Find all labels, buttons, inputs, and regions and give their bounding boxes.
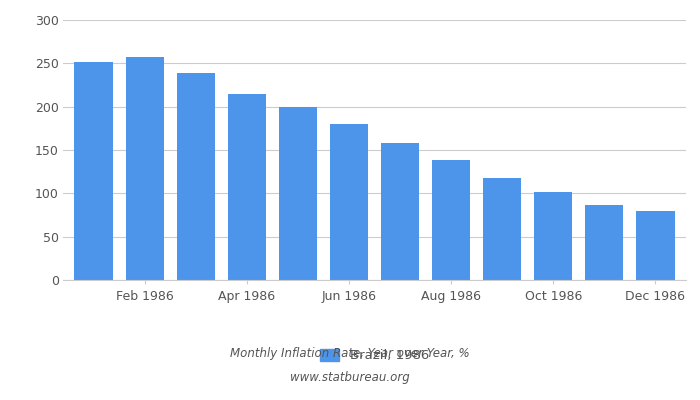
Bar [228,94,266,280]
Bar [585,206,624,280]
Bar [381,143,419,280]
Text: www.statbureau.org: www.statbureau.org [290,372,410,384]
Text: Monthly Inflation Rate, Year over Year, %: Monthly Inflation Rate, Year over Year, … [230,348,470,360]
Bar [483,178,522,280]
Bar [636,211,675,280]
Bar [534,192,573,280]
Bar [279,107,317,280]
Bar [330,124,368,280]
Bar [432,160,470,280]
Bar [125,57,164,280]
Bar [74,62,113,280]
Bar [176,73,215,280]
Legend: Brazil, 1986: Brazil, 1986 [314,344,435,368]
